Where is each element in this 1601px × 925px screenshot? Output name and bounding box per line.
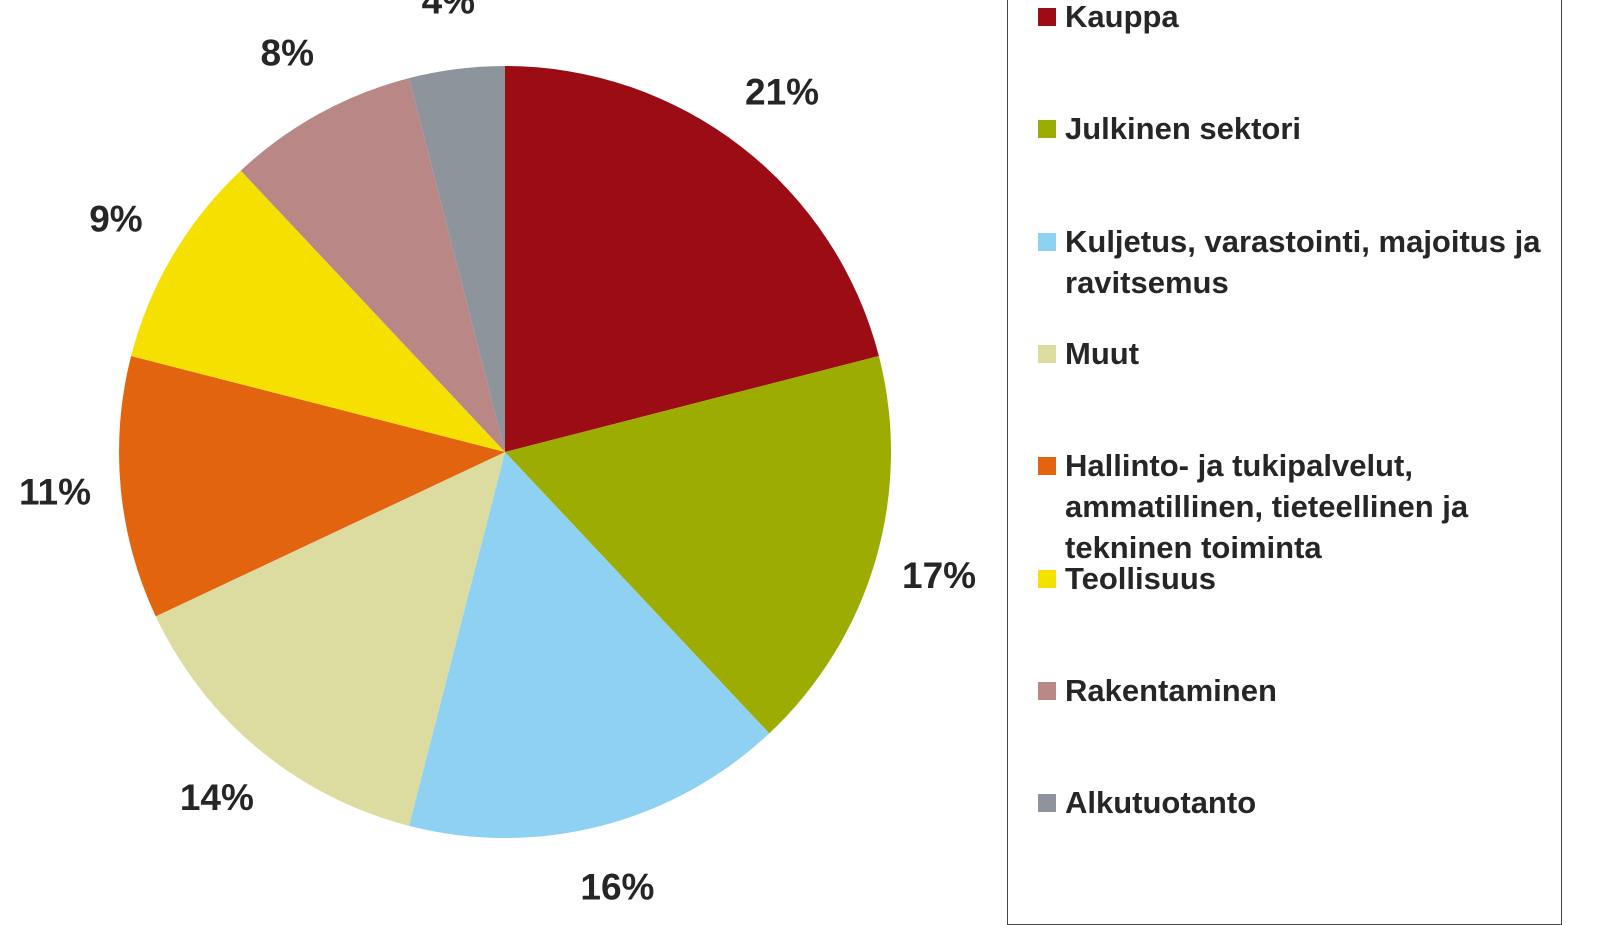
legend-label: Rakentaminen	[1065, 672, 1277, 708]
data-label: 11%	[19, 471, 91, 512]
legend-label: Julkinen sektori	[1065, 111, 1302, 147]
pie-slice	[409, 66, 505, 452]
pie-slice	[155, 452, 505, 826]
data-label: 8%	[261, 33, 314, 74]
data-label: 17%	[902, 555, 976, 596]
legend-label: Hallinto- ja tukipalvelut, ammatillinen,…	[1065, 448, 1469, 566]
pie-slice	[505, 356, 892, 734]
chart: 21% 17% 16% 14% 11% 9% 8% 4%	[19, 0, 976, 908]
legend-swatch	[1038, 681, 1056, 700]
data-label: 16%	[580, 867, 654, 908]
legend-swatch	[1038, 344, 1056, 363]
legend-swatch	[1038, 569, 1056, 588]
legend: Kauppa Julkinen sektori Kuljetus, varastoi…	[1007, 0, 1562, 925]
data-label: 9%	[89, 199, 142, 240]
legend-label: Alkutuotanto	[1065, 785, 1257, 821]
legend-swatch	[1038, 232, 1056, 251]
legend-label: Kauppa	[1065, 0, 1179, 34]
pie-slice	[240, 78, 505, 453]
legend-swatch	[1038, 794, 1056, 813]
pie-slice	[119, 356, 505, 617]
data-label: 21%	[745, 72, 819, 113]
legend-swatch	[1038, 457, 1056, 476]
pie-slice	[131, 170, 506, 452]
legend-label: Kuljetus, varastointi, majoitus ja ravit…	[1065, 223, 1541, 300]
legend-swatch	[1038, 120, 1056, 139]
legend-label: Muut	[1065, 335, 1140, 371]
data-label: 14%	[180, 777, 254, 818]
data-label: 4%	[422, 0, 475, 21]
legend-swatch	[1038, 8, 1056, 26]
pie-slice	[409, 452, 770, 838]
legend-label: Teollisuus	[1065, 560, 1217, 596]
pie-slice	[505, 66, 879, 452]
